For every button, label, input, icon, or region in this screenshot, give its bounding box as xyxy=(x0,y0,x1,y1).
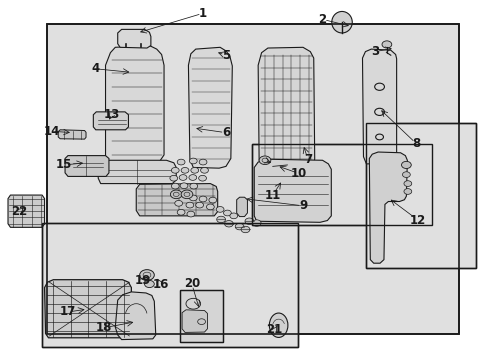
Circle shape xyxy=(144,280,154,288)
Ellipse shape xyxy=(269,313,287,337)
Text: 5: 5 xyxy=(222,49,230,62)
Circle shape xyxy=(174,201,182,206)
Circle shape xyxy=(401,161,410,168)
Circle shape xyxy=(259,156,270,165)
Polygon shape xyxy=(362,49,396,164)
Circle shape xyxy=(181,190,192,199)
Text: 10: 10 xyxy=(290,167,306,180)
Circle shape xyxy=(224,221,233,227)
Bar xyxy=(366,123,475,268)
Polygon shape xyxy=(188,47,232,168)
Text: 3: 3 xyxy=(370,45,379,58)
Text: 19: 19 xyxy=(135,274,151,287)
Circle shape xyxy=(171,167,179,173)
Bar xyxy=(47,24,458,334)
Polygon shape xyxy=(115,292,156,339)
Text: 17: 17 xyxy=(60,306,76,319)
Circle shape xyxy=(180,183,187,189)
Circle shape xyxy=(200,167,208,173)
Circle shape xyxy=(252,220,261,226)
Bar xyxy=(47,24,458,334)
Circle shape xyxy=(199,196,206,202)
Circle shape xyxy=(188,175,196,180)
Bar xyxy=(366,123,475,268)
Circle shape xyxy=(199,159,206,165)
Circle shape xyxy=(206,204,214,210)
Circle shape xyxy=(190,167,198,173)
Circle shape xyxy=(403,181,411,186)
Text: 14: 14 xyxy=(43,125,60,138)
Bar xyxy=(251,144,431,225)
Polygon shape xyxy=(65,156,109,176)
Circle shape xyxy=(186,211,194,217)
Circle shape xyxy=(403,189,411,194)
Ellipse shape xyxy=(331,12,351,33)
Circle shape xyxy=(189,183,197,189)
Text: 2: 2 xyxy=(318,13,326,26)
Circle shape xyxy=(170,190,182,199)
Bar xyxy=(42,223,298,347)
Text: 9: 9 xyxy=(298,199,306,212)
Text: 13: 13 xyxy=(103,108,120,121)
Bar xyxy=(180,290,223,342)
Bar xyxy=(251,144,431,225)
Circle shape xyxy=(177,210,184,215)
Text: 12: 12 xyxy=(409,214,426,227)
Circle shape xyxy=(140,270,154,280)
Circle shape xyxy=(402,172,409,177)
Polygon shape xyxy=(258,47,314,170)
Circle shape xyxy=(179,175,186,180)
Text: 1: 1 xyxy=(199,7,207,20)
Circle shape xyxy=(177,159,184,165)
Polygon shape xyxy=(98,160,176,184)
Text: 11: 11 xyxy=(264,189,280,202)
Circle shape xyxy=(172,192,180,197)
Circle shape xyxy=(171,183,179,189)
Text: 15: 15 xyxy=(56,158,72,171)
Circle shape xyxy=(244,218,253,225)
Circle shape xyxy=(169,175,177,181)
Circle shape xyxy=(216,216,225,223)
Text: 6: 6 xyxy=(222,126,230,139)
Polygon shape xyxy=(58,130,86,139)
Circle shape xyxy=(229,213,237,219)
Polygon shape xyxy=(368,152,407,263)
Text: 4: 4 xyxy=(91,62,100,75)
Circle shape xyxy=(381,41,391,48)
Polygon shape xyxy=(93,112,128,130)
Circle shape xyxy=(183,192,190,197)
Circle shape xyxy=(208,197,216,203)
Polygon shape xyxy=(44,280,131,338)
Text: 22: 22 xyxy=(11,205,27,218)
Polygon shape xyxy=(105,45,163,164)
Bar xyxy=(180,290,223,342)
Polygon shape xyxy=(254,159,330,222)
Circle shape xyxy=(198,175,206,181)
Polygon shape xyxy=(8,195,44,227)
Text: 7: 7 xyxy=(303,153,311,166)
Text: 8: 8 xyxy=(411,137,419,150)
Polygon shape xyxy=(136,184,217,216)
Circle shape xyxy=(189,158,197,164)
Circle shape xyxy=(235,224,244,230)
Bar xyxy=(42,223,298,347)
Circle shape xyxy=(181,167,188,173)
Polygon shape xyxy=(118,30,151,48)
Text: 16: 16 xyxy=(152,278,168,291)
Circle shape xyxy=(185,202,193,208)
Text: 20: 20 xyxy=(183,278,200,291)
Text: 21: 21 xyxy=(266,323,282,336)
Circle shape xyxy=(241,226,249,233)
Circle shape xyxy=(216,207,224,212)
Circle shape xyxy=(223,210,231,216)
Polygon shape xyxy=(236,197,247,217)
Polygon shape xyxy=(182,310,207,332)
Circle shape xyxy=(195,202,203,208)
Text: 18: 18 xyxy=(96,321,112,334)
Circle shape xyxy=(189,195,197,201)
